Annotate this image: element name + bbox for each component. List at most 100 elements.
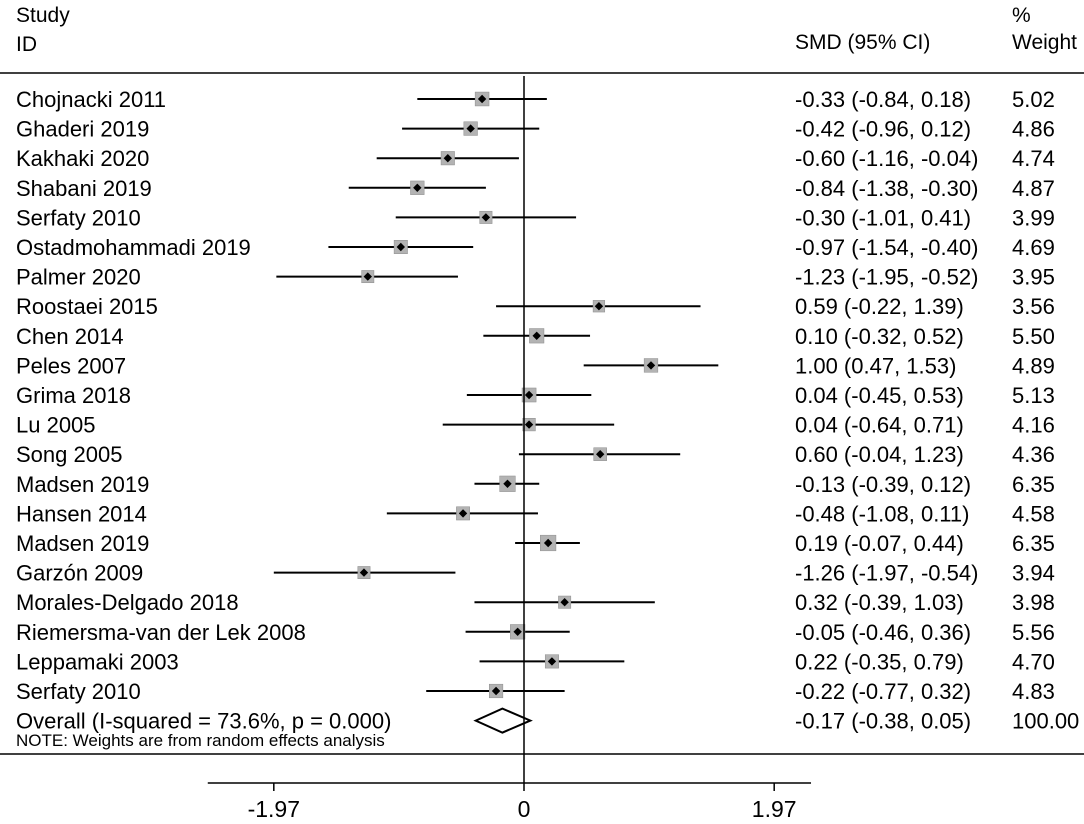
ci-text: 0.59 (-0.22, 1.39) [795,294,964,319]
study-row: Song 2005 0.60 (-0.04, 1.23) 4.36 [16,442,1055,467]
point-estimate [513,627,522,636]
header-weight: Weight [1012,31,1077,54]
study-label: Lu 2005 [16,413,96,438]
plot-header: Study ID SMD (95% CI) % Weight [16,4,1077,56]
study-row: Serfaty 2010 -0.22 (-0.77, 0.32) 4.83 [16,679,1055,704]
study-row: Garzón 2009 -1.26 (-1.97, -0.54) 3.94 [16,561,1055,586]
study-label: Madsen 2019 [16,531,149,556]
study-row: Ostadmohammadi 2019 -0.97 (-1.54, -0.40) 4… [16,235,1055,260]
x-tick-label: 0 [518,796,531,822]
x-tick-label: 1.97 [752,796,797,822]
weight-text: 3.95 [1012,265,1055,290]
study-label: Morales-Delgado 2018 [16,590,239,615]
weight-text: 5.56 [1012,620,1055,645]
point-estimate [524,420,534,429]
ci-text: -0.42 (-0.96, 0.12) [795,117,971,142]
study-label: Shabani 2019 [16,176,152,201]
overall-weight-text: 100.00 [1012,709,1079,734]
weight-text: 4.83 [1012,679,1055,704]
ci-text: -1.26 (-1.97, -0.54) [795,561,978,586]
study-rows: Chojnacki 2011 -0.33 (-0.84, 0.18) 5.02 Gha… [16,87,1055,704]
study-row: Ghaderi 2019 -0.42 (-0.96, 0.12) 4.86 [16,117,1055,142]
study-label: Chen 2014 [16,324,124,349]
overall-diamond [473,707,533,734]
study-label: Chojnacki 2011 [16,87,166,112]
point-estimate [491,686,501,696]
point-estimate [466,124,475,133]
weights-note: NOTE: Weights are from random effects an… [16,731,385,750]
ci-text: -0.13 (-0.39, 0.12) [795,472,971,497]
weight-text: 3.94 [1012,561,1055,586]
weight-text: 5.13 [1012,383,1055,408]
point-estimate [547,657,557,666]
weight-text: 4.89 [1012,353,1055,378]
point-estimate [363,272,372,281]
study-label: Palmer 2020 [16,265,141,290]
study-label: Hansen 2014 [16,501,147,526]
study-row: Grima 2018 0.04 (-0.45, 0.53) 5.13 [16,383,1055,408]
study-label: Kakhaki 2020 [16,146,149,171]
header-id: ID [16,33,37,56]
point-estimate [503,479,512,488]
study-label: Garzón 2009 [16,561,143,586]
point-estimate [524,390,534,400]
point-estimate [359,568,369,577]
ci-text: 0.10 (-0.32, 0.52) [795,324,964,349]
ci-text: 1.00 (0.47, 1.53) [795,353,956,378]
point-estimate [594,302,604,311]
point-estimate [413,183,422,192]
weight-text: 3.56 [1012,294,1055,319]
weight-text: 4.58 [1012,501,1055,526]
study-row: Morales-Delgado 2018 0.32 (-0.39, 1.03) 3.… [16,590,1055,615]
ci-text: 0.60 (-0.04, 1.23) [795,442,964,467]
point-estimate [532,331,541,340]
study-row: Chojnacki 2011 -0.33 (-0.84, 0.18) 5.02 [16,87,1055,112]
weight-text: 4.70 [1012,649,1055,674]
study-row: Shabani 2019 -0.84 (-1.38, -0.30) 4.87 [16,176,1055,201]
study-row: Madsen 2019 -0.13 (-0.39, 0.12) 6.35 [16,472,1055,497]
study-label: Ostadmohammadi 2019 [16,235,251,260]
header-study: Study [16,4,70,27]
study-label: Peles 2007 [16,353,126,378]
study-row: Riemersma-van der Lek 2008 -0.05 (-0.46, … [16,620,1055,645]
point-estimate [596,450,605,459]
ci-text: 0.32 (-0.39, 1.03) [795,590,964,615]
study-label: Madsen 2019 [16,472,149,497]
ci-text: -1.23 (-1.95, -0.52) [795,265,978,290]
ci-text: -0.22 (-0.77, 0.32) [795,679,971,704]
ci-text: -0.97 (-1.54, -0.40) [795,235,978,260]
weight-text: 4.16 [1012,413,1055,438]
study-row: Leppamaki 2003 0.22 (-0.35, 0.79) 4.70 [16,649,1055,674]
overall-row: Overall (I-squared = 73.6%, p = 0.000) -0… [16,707,1079,734]
ci-text: 0.19 (-0.07, 0.44) [795,531,964,556]
weight-text: 4.69 [1012,235,1055,260]
weight-text: 5.02 [1012,87,1055,112]
study-row: Hansen 2014 -0.48 (-1.08, 0.11) 4.58 [16,501,1055,526]
point-estimate [481,213,491,222]
point-estimate [543,538,553,548]
ci-text: -0.05 (-0.46, 0.36) [795,620,971,645]
point-estimate [646,361,656,370]
study-label: Leppamaki 2003 [16,649,179,674]
point-estimate [477,94,487,104]
weight-text: 4.36 [1012,442,1055,467]
study-row: Palmer 2020 -1.23 (-1.95, -0.52) 3.95 [16,265,1055,290]
ci-text: -0.60 (-1.16, -0.04) [795,146,978,171]
point-estimate [560,598,569,607]
overall-ci-text: -0.17 (-0.38, 0.05) [795,709,971,734]
study-label: Song 2005 [16,442,122,467]
point-estimate [443,154,452,163]
weight-text: 4.87 [1012,176,1055,201]
ci-text: 0.22 (-0.35, 0.79) [795,649,964,674]
point-estimate [396,242,406,252]
study-label: Serfaty 2010 [16,205,141,230]
study-label: Serfaty 2010 [16,679,141,704]
header-percent: % [1012,4,1031,27]
ci-text: -0.30 (-1.01, 0.41) [795,205,971,230]
ci-text: 0.04 (-0.64, 0.71) [795,413,964,438]
study-row: Lu 2005 0.04 (-0.64, 0.71) 4.16 [16,413,1055,438]
weight-text: 5.50 [1012,324,1055,349]
ci-text: -0.33 (-0.84, 0.18) [795,87,971,112]
weight-text: 6.35 [1012,531,1055,556]
